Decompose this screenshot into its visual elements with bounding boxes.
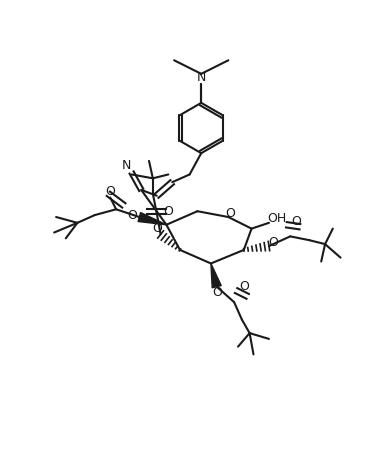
Text: O: O (105, 186, 115, 199)
Text: OH: OH (267, 213, 286, 226)
Text: N: N (122, 159, 132, 172)
Text: O: O (239, 280, 249, 293)
Polygon shape (138, 213, 166, 225)
Text: O: O (163, 205, 173, 218)
Text: O: O (291, 215, 301, 228)
Text: O: O (127, 209, 137, 222)
Text: O: O (152, 222, 162, 235)
Text: O: O (212, 286, 222, 299)
Text: N: N (197, 71, 206, 84)
Text: O: O (268, 236, 278, 249)
Text: O: O (225, 206, 235, 219)
Polygon shape (211, 264, 221, 288)
